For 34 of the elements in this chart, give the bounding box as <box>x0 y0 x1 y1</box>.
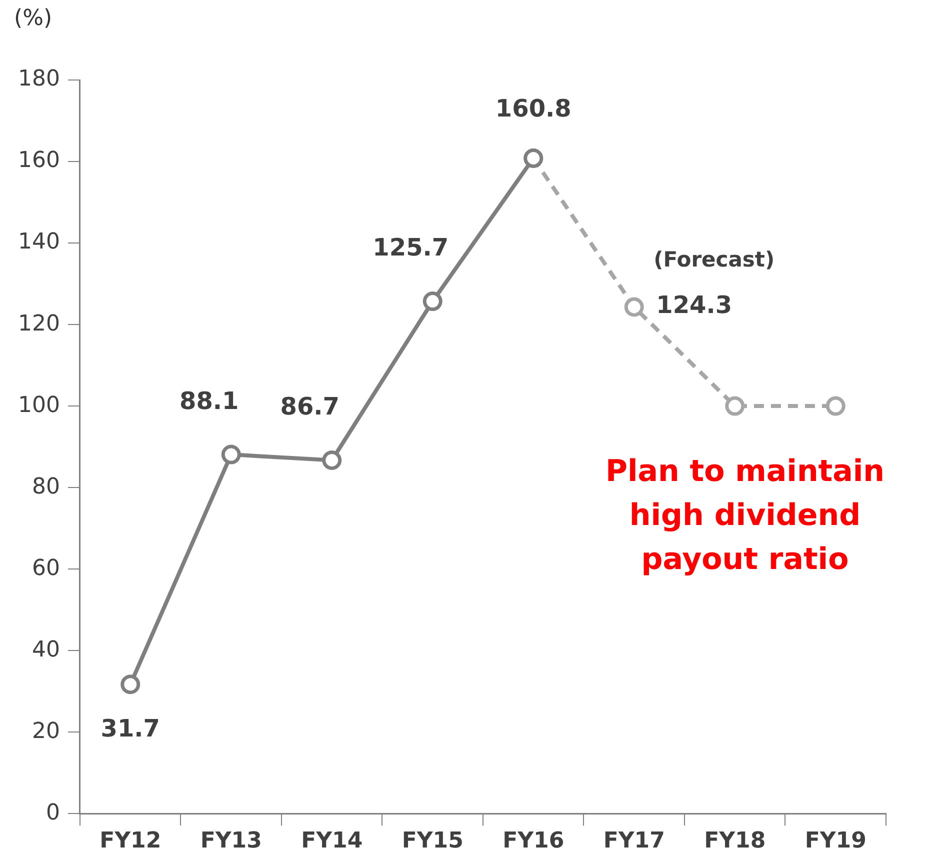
x-tick-label: FY12 <box>100 828 162 854</box>
x-tick-label: FY13 <box>200 828 262 854</box>
y-tick-label: 160 <box>18 148 60 174</box>
y-axis-title: (%) <box>14 6 52 31</box>
y-tick-label: 60 <box>32 556 60 581</box>
y-tick-label: 40 <box>32 637 60 662</box>
y-tick-label: 80 <box>32 474 60 500</box>
annotation: Plan to maintain high dividend payout ratio <box>604 453 886 579</box>
x-tick-label: FY15 <box>402 828 464 854</box>
point <box>221 444 241 464</box>
y-tick-label: 180 <box>18 66 60 92</box>
annotation: (Forecast) <box>654 247 775 272</box>
data-label: 86.7 <box>280 392 340 420</box>
y-tick-label: 20 <box>32 718 60 744</box>
data-label: 160.8 <box>495 94 572 122</box>
y-tick-label: 120 <box>18 311 60 336</box>
x-tick-label: FY19 <box>804 828 866 854</box>
x-tick-label: FY18 <box>704 828 766 854</box>
y-tick-label: 0 <box>46 800 60 826</box>
data-label: 88.1 <box>180 386 239 415</box>
data-label: 125.7 <box>372 234 449 262</box>
point <box>624 297 644 317</box>
x-tick-label: FY16 <box>502 828 564 854</box>
x-tick-label: FY17 <box>603 828 665 854</box>
point <box>322 450 342 470</box>
point <box>826 396 846 416</box>
point <box>120 674 140 694</box>
point <box>725 396 745 416</box>
data-label: 31.7 <box>100 714 160 743</box>
y-tick-label: 140 <box>18 230 60 255</box>
x-tick-label: FY14 <box>301 828 363 854</box>
point <box>422 292 442 312</box>
data-label: 124.3 <box>656 291 732 320</box>
y-tick-label: 100 <box>18 392 60 418</box>
